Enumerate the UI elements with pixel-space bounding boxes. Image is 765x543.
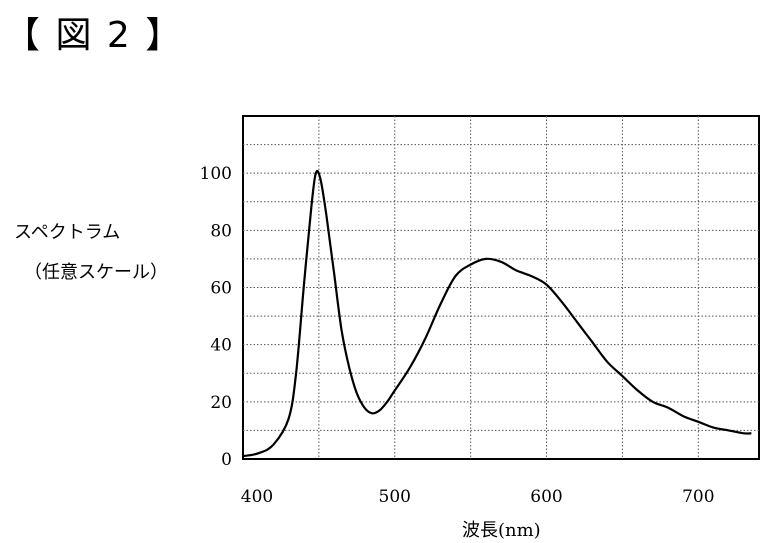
y-tick-label: 100 [200, 164, 232, 184]
x-tick-label: 700 [682, 487, 714, 507]
tick-labels: 0 20 40 60 80 100 400 500 600 700 [200, 164, 715, 507]
grid-lines [243, 116, 759, 459]
y-tick-label: 0 [221, 450, 232, 470]
y-tick-label: 80 [210, 221, 232, 241]
x-tick-label: 500 [379, 487, 411, 507]
y-tick-label: 20 [210, 393, 232, 413]
spectrum-line [243, 171, 751, 456]
x-tick-label: 400 [241, 487, 273, 507]
y-tick-label: 40 [210, 336, 232, 356]
x-tick-label: 600 [530, 487, 562, 507]
y-tick-label: 60 [210, 279, 232, 299]
